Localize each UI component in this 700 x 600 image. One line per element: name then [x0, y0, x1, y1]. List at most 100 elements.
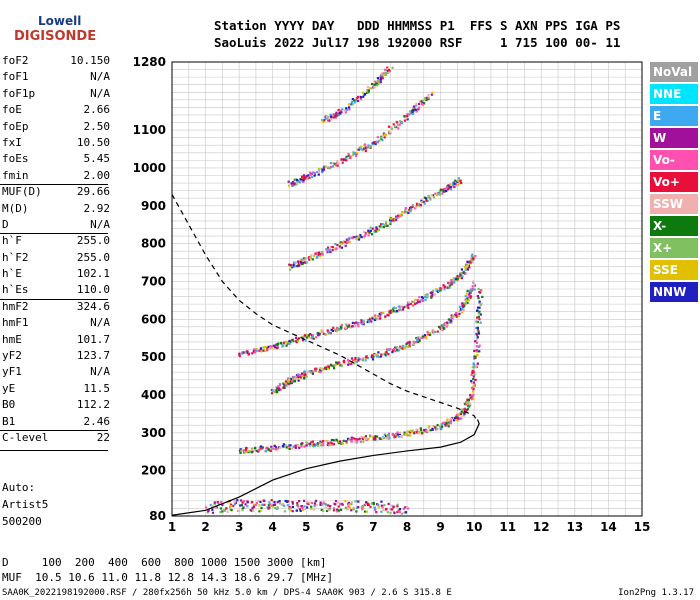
- echo-point: [443, 327, 446, 330]
- echo-point: [241, 507, 244, 511]
- echo-point: [374, 314, 377, 317]
- echo-point: [266, 347, 269, 350]
- echo-point: [321, 252, 324, 256]
- param-label: B1: [2, 414, 16, 428]
- echo-point: [387, 314, 390, 317]
- echo-point: [251, 352, 254, 355]
- echo-point: [381, 77, 384, 80]
- echo-point: [336, 160, 339, 163]
- echo-point: [430, 294, 433, 297]
- echo-point: [481, 295, 484, 299]
- echo-point: [422, 102, 426, 105]
- echo-point: [447, 187, 451, 190]
- param-value: 10.50: [76, 135, 110, 149]
- echo-point: [294, 377, 297, 380]
- echo-point: [346, 437, 350, 441]
- echo-point: [389, 309, 393, 312]
- echo-point: [362, 440, 365, 443]
- echo-point: [406, 115, 409, 118]
- echo-point: [383, 433, 386, 436]
- echo-point: [353, 322, 356, 325]
- echo-point: [266, 506, 269, 509]
- echo-point: [299, 261, 303, 264]
- echo-point: [267, 504, 271, 507]
- echo-point: [468, 290, 472, 293]
- echo-point: [345, 107, 348, 110]
- echo-point: [333, 162, 336, 165]
- echo-point: [288, 447, 291, 450]
- echo-point: [305, 444, 308, 447]
- echo-point: [425, 199, 428, 202]
- echo-point: [315, 504, 318, 507]
- echo-point: [352, 236, 355, 239]
- echo-point: [300, 445, 303, 448]
- echo-point: [463, 412, 466, 415]
- echo-point: [260, 350, 263, 353]
- echo-point: [288, 342, 291, 345]
- legend-item: NoVal: [650, 62, 698, 82]
- echo-point: [273, 506, 277, 510]
- echo-point: [350, 236, 354, 239]
- echo-point: [387, 352, 390, 356]
- echo-point: [357, 500, 360, 503]
- echo-point: [290, 381, 294, 385]
- echo-point: [221, 503, 224, 506]
- echo-point: [369, 505, 372, 508]
- echo-point: [211, 511, 215, 514]
- echo-point: [241, 508, 244, 512]
- echo-point: [334, 503, 337, 506]
- echo-point: [454, 184, 457, 187]
- echo-point: [331, 443, 334, 446]
- echo-point: [459, 308, 462, 311]
- echo-point: [340, 110, 343, 114]
- echo-point: [478, 300, 481, 303]
- echo-point: [255, 501, 258, 505]
- echo-point: [289, 444, 292, 447]
- echo-point: [308, 501, 311, 504]
- echo-point: [474, 378, 477, 381]
- echo-point: [304, 370, 307, 373]
- echo-point: [254, 446, 257, 449]
- echo-point: [433, 330, 437, 334]
- echo-point: [318, 332, 321, 335]
- echo-point: [404, 208, 407, 212]
- echo-point: [308, 176, 311, 179]
- echo-point: [364, 502, 368, 505]
- echo-point: [469, 288, 472, 291]
- echo-point: [357, 235, 360, 238]
- echo-point: [380, 72, 384, 75]
- legend-item: X+: [650, 238, 698, 258]
- echo-point: [311, 171, 315, 174]
- param-label: yE: [2, 381, 16, 395]
- echo-point: [458, 305, 461, 308]
- echo-point: [472, 362, 475, 365]
- echo-point: [409, 112, 413, 115]
- echo-point: [418, 296, 421, 299]
- echo-point: [424, 96, 427, 100]
- echo-point: [287, 380, 290, 383]
- echo-point: [300, 258, 304, 261]
- echo-point: [409, 431, 412, 434]
- echo-point: [429, 197, 432, 200]
- param-label: h`F2: [2, 250, 29, 264]
- echo-point: [407, 306, 410, 309]
- param-value: 123.7: [76, 349, 110, 363]
- echo-point: [304, 373, 307, 376]
- echo-point: [356, 152, 359, 155]
- echo-point: [328, 443, 331, 446]
- echo-point: [326, 367, 330, 371]
- echo-point: [307, 174, 310, 177]
- echo-point: [310, 254, 313, 257]
- echo-point: [304, 257, 307, 260]
- echo-point: [434, 192, 437, 195]
- echo-point: [282, 443, 285, 446]
- legend-item: Vo+: [650, 172, 698, 192]
- echo-point: [238, 354, 241, 358]
- echo-point: [364, 231, 367, 235]
- echo-point: [343, 109, 346, 112]
- echo-point: [303, 177, 306, 180]
- echo-point: [326, 509, 329, 513]
- echo-point: [403, 305, 407, 308]
- echo-point: [440, 423, 444, 426]
